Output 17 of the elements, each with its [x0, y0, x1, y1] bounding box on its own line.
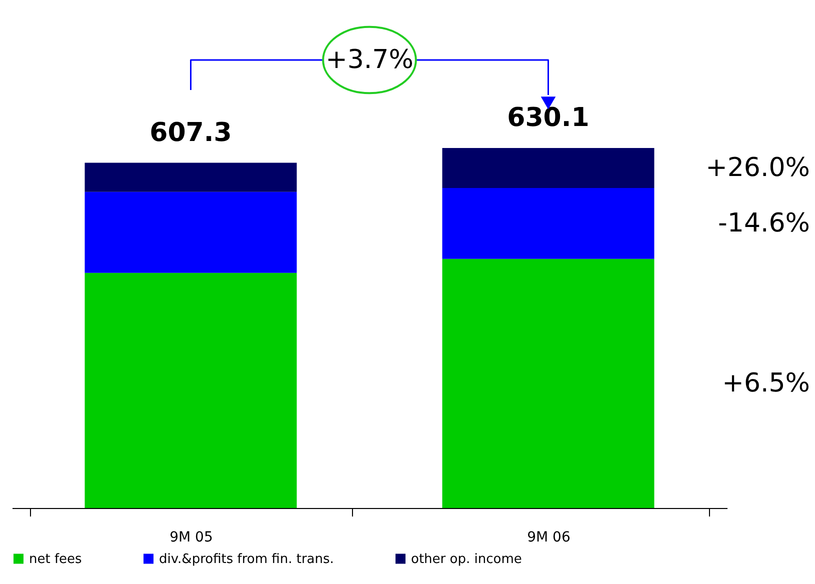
- x-tick-label: 9M 06: [527, 530, 570, 546]
- annotation: 630.1: [507, 103, 590, 133]
- annotation: -14.6%: [718, 208, 810, 238]
- bar: [442, 188, 654, 259]
- x-tick-label: 9M 05: [170, 530, 213, 546]
- bar: [442, 258, 654, 508]
- bar: [84, 162, 297, 192]
- legend-label: net fees: [29, 552, 82, 567]
- bar: [442, 148, 654, 188]
- legend-label: other op. income: [411, 552, 522, 567]
- annotation: 607.3: [150, 118, 232, 148]
- annotation: +6.5%: [722, 368, 810, 398]
- legend-label: div.&profits from fin. trans.: [159, 552, 334, 567]
- text: +3.7%: [326, 45, 414, 75]
- bar: [84, 272, 297, 508]
- bar: [84, 192, 297, 273]
- annotation: +26.0%: [706, 152, 810, 183]
